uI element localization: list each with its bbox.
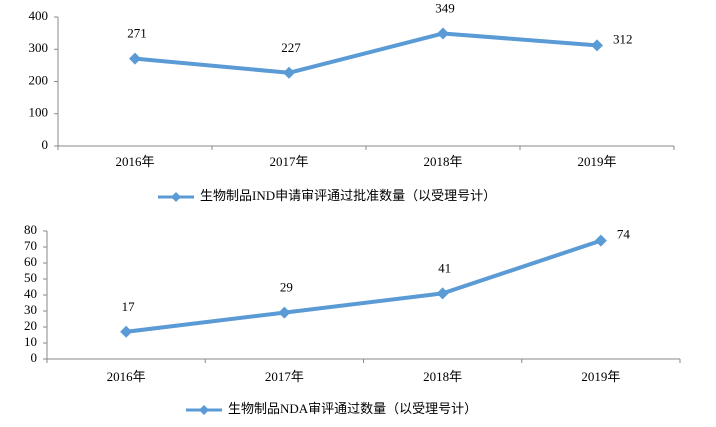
x-tick-label: 2016年 [115, 154, 154, 169]
x-tick-label: 2019年 [581, 369, 620, 384]
y-tick-label: 80 [24, 222, 37, 237]
data-label: 41 [438, 260, 451, 275]
marker [120, 325, 133, 338]
data-label: 17 [122, 299, 136, 314]
data-label: 349 [435, 0, 455, 15]
data-label: 312 [613, 31, 633, 46]
y-tick-label: 300 [29, 40, 49, 55]
x-tick-label: 2018年 [423, 369, 462, 384]
marker [591, 39, 603, 52]
data-label: 271 [127, 26, 147, 41]
marker [129, 52, 141, 65]
marker [594, 234, 607, 247]
y-tick-label: 10 [24, 334, 37, 349]
x-tick-label: 2017年 [265, 369, 304, 384]
y-tick-label: 200 [29, 72, 49, 87]
x-tick-label: 2019年 [577, 154, 616, 169]
legend-marker [199, 405, 209, 415]
line [125, 238, 602, 334]
legend-label: 生物制品IND申请审评通过批准数量（以受理号计） [200, 188, 496, 203]
y-tick-label: 40 [24, 286, 37, 301]
data-label: 29 [280, 280, 293, 295]
y-tick-label: 30 [24, 302, 37, 317]
y-tick-label: 60 [24, 254, 37, 269]
line [134, 31, 598, 75]
y-tick-label: 50 [24, 270, 37, 285]
data-label: 227 [281, 40, 301, 55]
y-tick-label: 70 [24, 238, 37, 253]
x-tick-label: 2016年 [107, 369, 146, 384]
y-tick-label: 0 [31, 350, 38, 365]
x-tick-label: 2017年 [269, 154, 308, 169]
x-tick-label: 2018年 [423, 154, 462, 169]
marker [278, 306, 291, 319]
y-tick-label: 0 [42, 137, 49, 152]
y-tick-label: 20 [24, 318, 37, 333]
data-label: 74 [617, 227, 631, 242]
y-tick-label: 400 [29, 8, 49, 23]
marker [436, 287, 449, 300]
legend-marker [171, 192, 181, 202]
y-tick-label: 100 [29, 105, 49, 120]
marker [437, 27, 449, 40]
legend-label: 生物制品NDA审评通过数量（以受理号计） [228, 401, 477, 416]
marker [283, 66, 295, 79]
